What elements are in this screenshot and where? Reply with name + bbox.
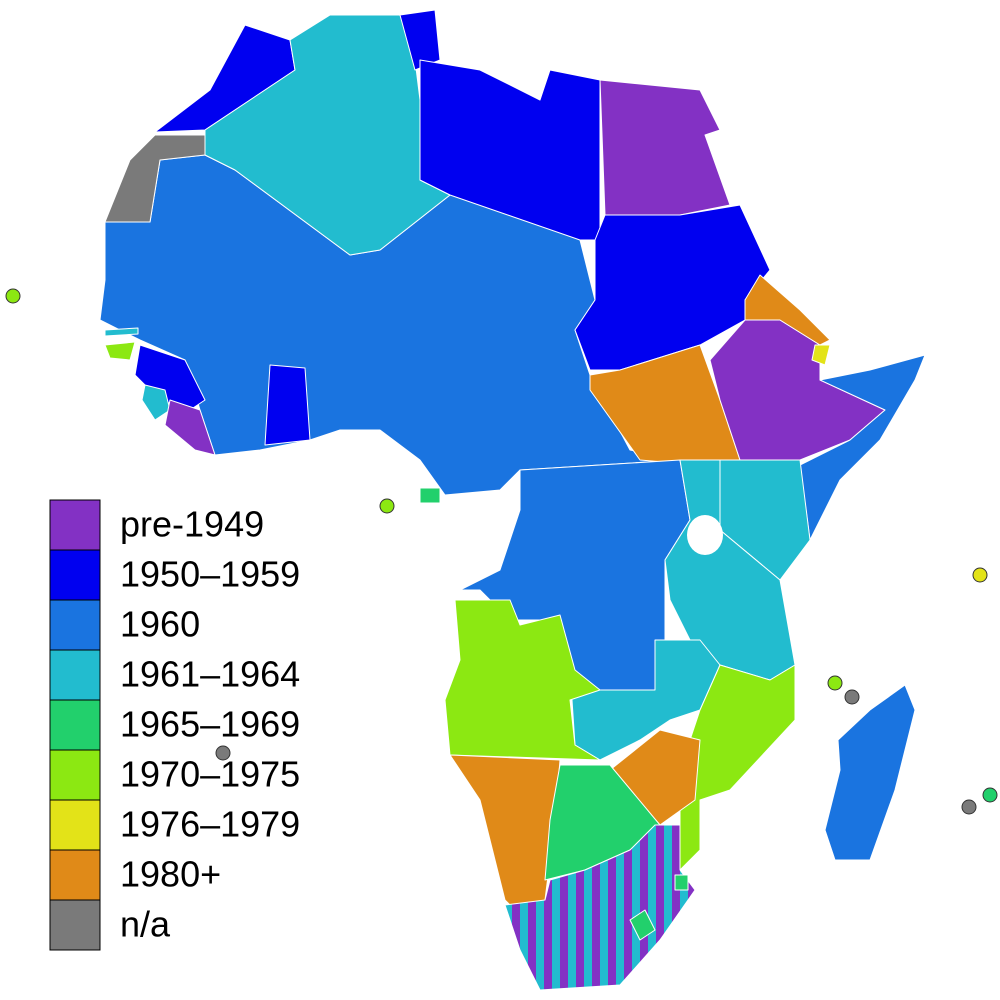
ghana: [264, 364, 311, 446]
eswatini: [674, 874, 689, 891]
legend-label: n/a: [120, 904, 171, 945]
south-africa: [504, 824, 696, 991]
angola: [444, 599, 601, 761]
legend: pre-1949 1950–1959 1960 1961–1964 1965–1969 1…: [49, 499, 300, 951]
countries: [5, 9, 998, 991]
namibia: [449, 754, 561, 916]
legend-swatch: [49, 699, 101, 751]
gambia: [104, 327, 139, 337]
lake-victoria: [687, 515, 723, 555]
mauritius: [982, 787, 998, 803]
legend-swatch: [49, 499, 101, 551]
legend-swatch: [49, 899, 101, 951]
legend-label: 1976–1979: [120, 804, 300, 845]
legend-label: 1961–1964: [120, 654, 300, 695]
legend-swatch: [49, 849, 101, 901]
legend-label: 1965–1969: [120, 704, 300, 745]
saint-helena: [215, 745, 231, 761]
sierra-leone: [141, 384, 171, 421]
legend-label: 1970–1975: [120, 754, 300, 795]
reunion: [961, 799, 977, 815]
lesotho: [629, 909, 656, 941]
mayotte: [844, 689, 860, 705]
legend-label: 1960: [120, 604, 200, 645]
legend-swatch: [49, 649, 101, 701]
legend-swatch: [49, 749, 101, 801]
mozambique-malawi: [679, 664, 796, 871]
legend-label: 1980+: [120, 854, 221, 895]
eritrea: [744, 274, 831, 346]
comoros: [827, 675, 843, 691]
legend-swatch: [49, 599, 101, 651]
libya: [419, 59, 601, 241]
seychelles: [972, 567, 988, 583]
madagascar: [824, 684, 916, 861]
guinea-bissau: [104, 341, 136, 361]
liberia: [164, 399, 216, 456]
djibouti: [811, 344, 831, 366]
egypt: [599, 79, 731, 216]
legend-swatch: [49, 799, 101, 851]
somalia: [799, 354, 926, 541]
legend-label: pre-1949: [120, 504, 264, 545]
equatorial-guinea: [419, 487, 441, 504]
sao-tome: [379, 498, 395, 514]
tunisia: [399, 9, 441, 71]
legend-label: 1950–1959: [120, 554, 300, 595]
cape-verde: [5, 288, 21, 304]
legend-swatch: [49, 549, 101, 601]
